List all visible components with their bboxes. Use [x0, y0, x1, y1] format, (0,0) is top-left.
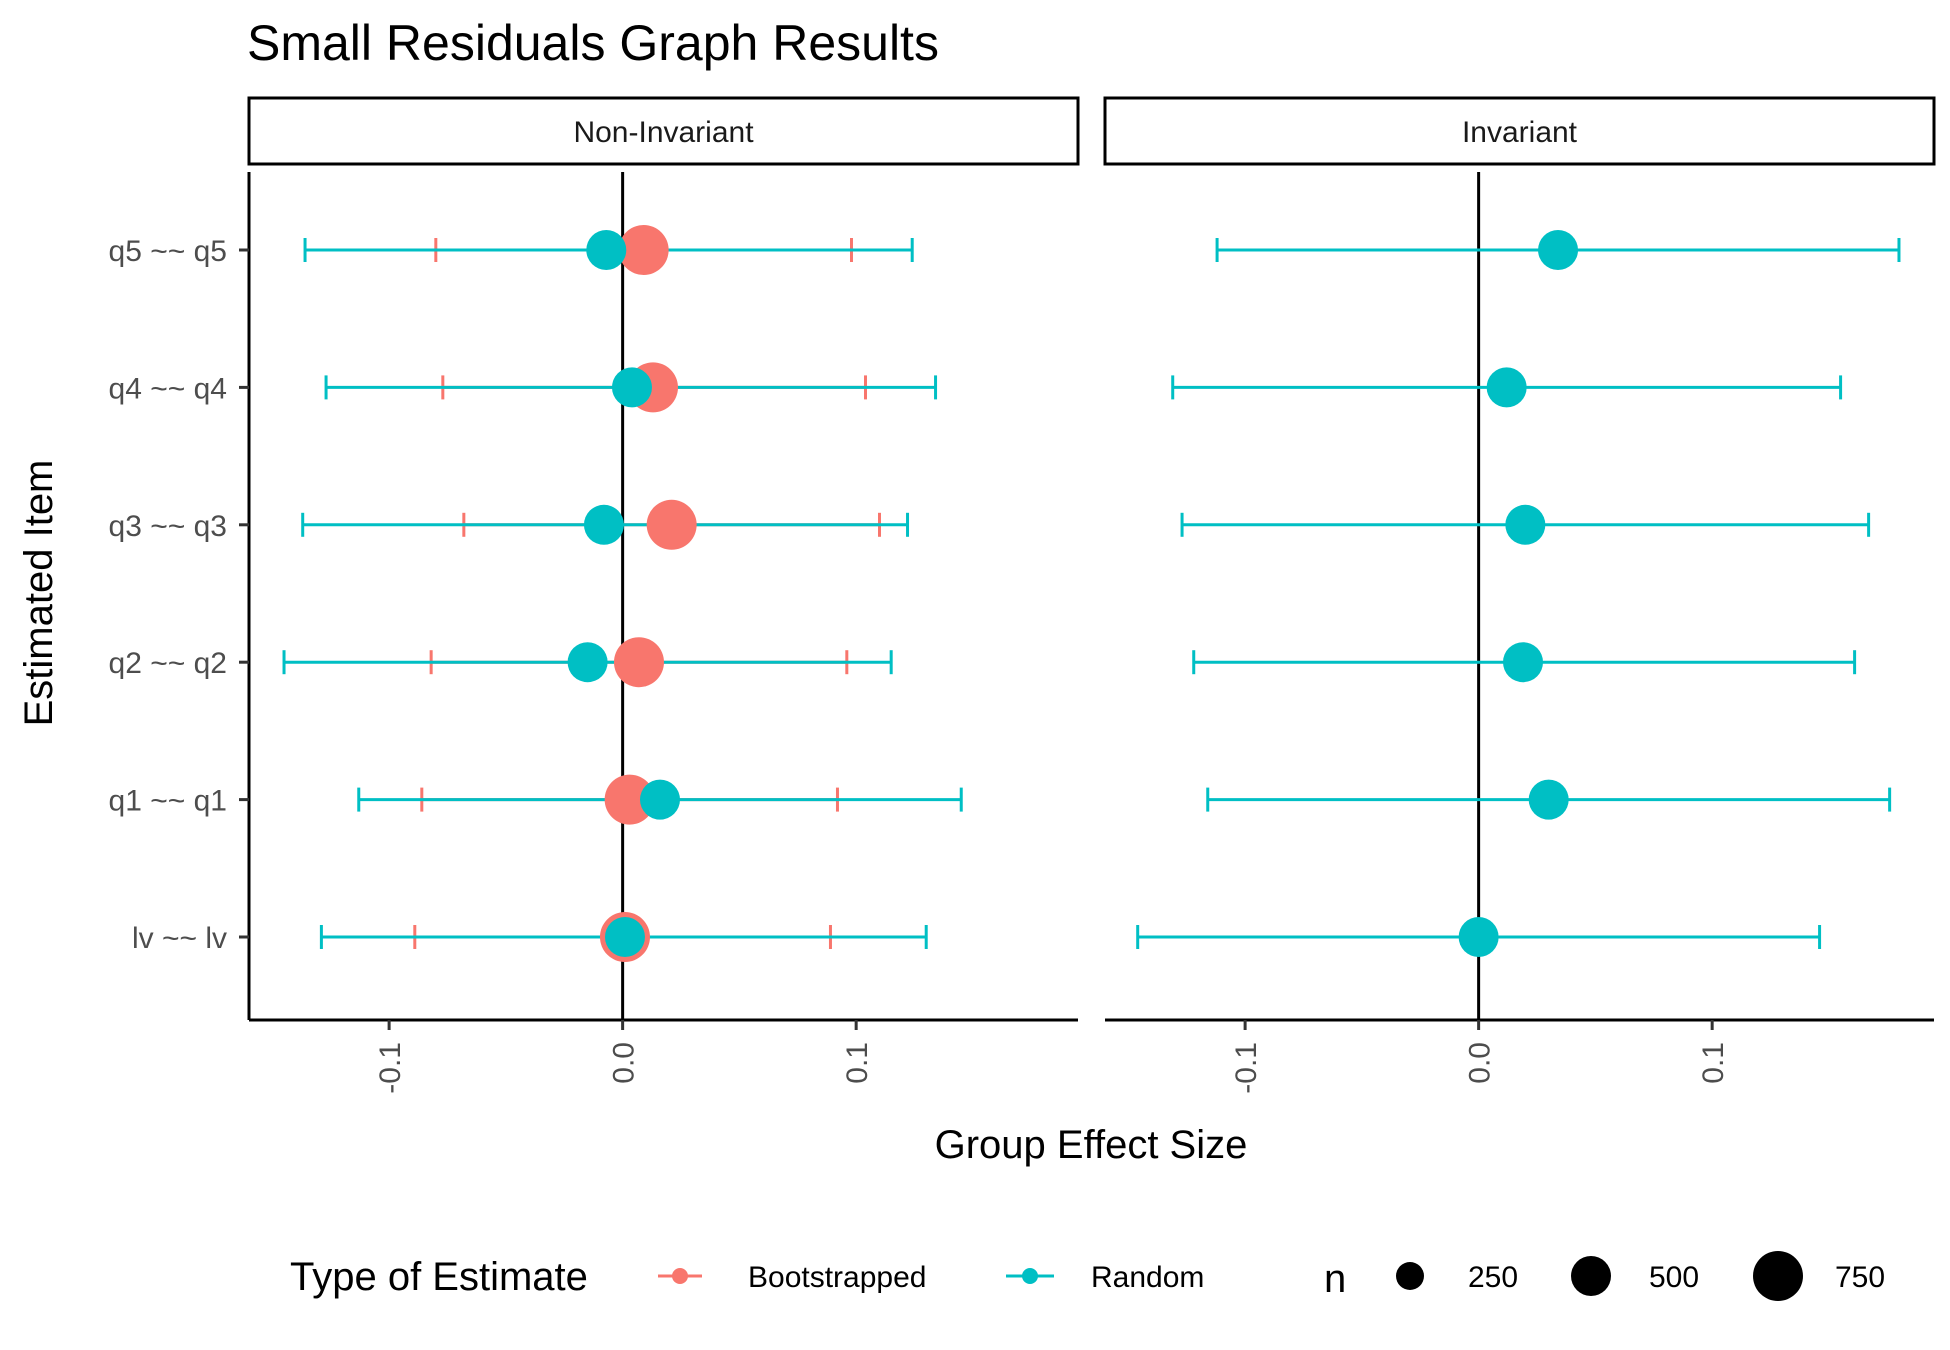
y-tick-label-q5-q5: q5 ~~ q5: [109, 235, 227, 268]
point-invariant-random-q5-q5: [1538, 230, 1579, 270]
x-tick-label-invariant-2: 0.1: [1697, 1042, 1730, 1084]
legend-key-random: Random: [1006, 1261, 1204, 1294]
y-tick-label-q3-q3: q3 ~~ q3: [109, 510, 227, 543]
legend-size-key-250: [1396, 1262, 1424, 1290]
point-non-invariant-random-q2-q2: [567, 642, 608, 683]
legend-size-label-500: 500: [1649, 1261, 1699, 1294]
x-tick-label-invariant-1: 0.0: [1464, 1042, 1497, 1084]
y-tick-label-q4-q4: q4 ~~ q4: [109, 372, 227, 405]
y-tick-label-lv-lv: lv ~~ lv: [132, 922, 227, 955]
chart-title: Small Residuals Graph Results: [247, 15, 939, 71]
strip-label-invariant: Invariant: [1462, 116, 1578, 149]
x-tick-label-non-invariant-1: 0.0: [608, 1042, 641, 1084]
panel-non-invariant: Non-Invariant -0.1 0.0 0.1 lv ~~ lv q1 ~~ q1 q…: [109, 96, 1080, 1094]
y-tick-label-q2-q2: q2 ~~ q2: [109, 647, 227, 680]
legend-size-key-500: [1571, 1256, 1611, 1296]
point-non-invariant-random-q3-q3: [583, 504, 624, 545]
x-tick-label-invariant-0: -0.1: [1230, 1042, 1263, 1094]
x-tick-label-non-invariant-2: 0.1: [841, 1042, 874, 1084]
panels: Non-Invariant -0.1 0.0 0.1 lv ~~ lv q1 ~~ q1 q…: [109, 96, 1936, 1094]
point-non-invariant-bootstrapped-q1-q1: [604, 774, 655, 825]
point-invariant-random-q3-q3: [1505, 504, 1546, 545]
legend-size-key-750: [1753, 1251, 1803, 1301]
point-non-invariant-random-lv-lv: [604, 917, 645, 957]
legend-color-title: Type of Estimate: [290, 1255, 588, 1299]
strip-non-invariant: [247, 96, 1080, 166]
legend-size-title: n: [1324, 1257, 1346, 1301]
point-non-invariant-random-q4-q4: [611, 367, 652, 408]
point-non-invariant-bootstrapped-q3-q3: [646, 499, 697, 550]
point-invariant-random-lv-lv: [1458, 917, 1499, 957]
point-non-invariant-random-q1-q1: [639, 779, 680, 820]
legend-size-label-250: 250: [1468, 1261, 1518, 1294]
legend-size-label-750: 750: [1835, 1261, 1885, 1294]
point-invariant-random-q2-q2: [1503, 642, 1544, 683]
point-non-invariant-bootstrapped-q5-q5: [618, 225, 669, 275]
legend-key-random-dot: [1022, 1268, 1038, 1284]
point-non-invariant-random-q5-q5: [586, 230, 627, 270]
legend-key-bootstrapped-dot: [672, 1268, 688, 1284]
y-axis-title: Estimated Item: [17, 460, 61, 727]
strip-invariant: [1103, 96, 1936, 166]
x-axis-title: Group Effect Size: [935, 1123, 1248, 1167]
strip-label-non-invariant: Non-Invariant: [573, 116, 754, 149]
legend-label-bootstrapped: Bootstrapped: [748, 1261, 926, 1294]
y-tick-label-q1-q1: q1 ~~ q1: [109, 785, 227, 818]
legend-key-bootstrapped: Bootstrapped: [658, 1261, 926, 1294]
point-invariant-random-q1-q1: [1528, 779, 1569, 820]
point-invariant-random-q4-q4: [1486, 367, 1527, 408]
x-tick-label-non-invariant-0: -0.1: [374, 1042, 407, 1094]
legend: Type of Estimate Bootstrapped Random n 2…: [290, 1251, 1885, 1301]
point-non-invariant-bootstrapped-q2-q2: [613, 637, 664, 688]
legend-label-random: Random: [1091, 1261, 1204, 1294]
panel-invariant: Invariant -0.1 0.0 0.1: [1103, 96, 1936, 1094]
